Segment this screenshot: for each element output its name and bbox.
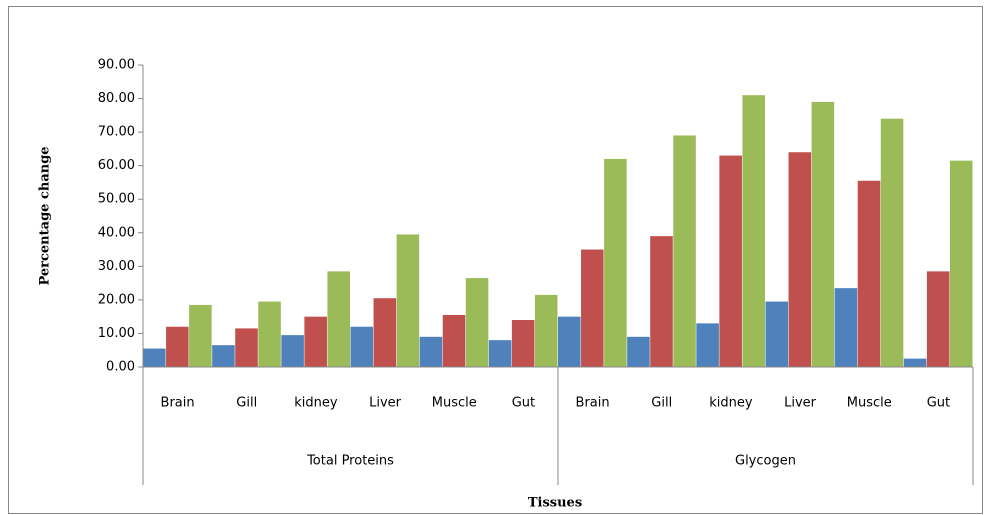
bar	[304, 316, 327, 367]
x-tick-label: Liver	[369, 396, 402, 411]
bar	[788, 152, 812, 367]
bar	[465, 278, 489, 367]
x-tick-label: Gill	[236, 396, 257, 411]
bar	[396, 234, 420, 367]
y-tick-label: 20.00	[98, 292, 135, 307]
x-tick-label: kidney	[294, 396, 338, 411]
x-tick-label: Liver	[784, 396, 817, 411]
bar	[742, 95, 765, 367]
bar	[143, 348, 166, 367]
y-tick-label: 0.00	[106, 360, 135, 375]
bar	[534, 294, 558, 367]
bar	[857, 180, 881, 367]
bar	[903, 358, 927, 367]
bar	[373, 298, 397, 367]
bar	[511, 320, 535, 367]
group-label: Total Proteins	[306, 454, 394, 469]
y-tick-label: 70.00	[98, 125, 135, 140]
y-tick-label: 40.00	[98, 225, 135, 240]
bar	[166, 326, 189, 367]
x-tick-label: Brain	[161, 396, 195, 411]
chart-border	[8, 6, 983, 514]
x-tick-label: kidney	[709, 396, 753, 411]
y-tick-label: 90.00	[98, 58, 135, 73]
bar	[604, 158, 627, 367]
bar	[212, 345, 235, 367]
x-tick-label: Brain	[576, 396, 610, 411]
bar	[949, 160, 973, 367]
x-tick-label: Gut	[927, 396, 950, 411]
bar	[327, 271, 350, 367]
bar	[189, 304, 212, 367]
bar	[926, 271, 950, 367]
y-tick-label: 60.00	[98, 158, 135, 173]
bar	[627, 336, 650, 367]
y-tick-label: 30.00	[98, 259, 135, 274]
bar	[558, 316, 581, 367]
x-tick-label: Muscle	[847, 396, 892, 411]
bar	[258, 301, 281, 367]
group-label: Glycogen	[735, 454, 796, 469]
bar	[419, 336, 443, 367]
bar	[834, 288, 858, 367]
y-tick-label: 50.00	[98, 192, 135, 207]
bar	[696, 323, 719, 367]
y-axis-title: Percentage change	[38, 146, 53, 285]
bar	[281, 335, 304, 367]
y-tick-label: 10.00	[98, 326, 135, 341]
bar	[719, 155, 742, 367]
bar	[650, 236, 673, 367]
x-tick-label: Muscle	[432, 396, 477, 411]
bar	[488, 340, 512, 367]
bar	[673, 135, 696, 367]
bar	[442, 314, 466, 367]
x-tick-label: Gill	[651, 396, 672, 411]
bar	[765, 301, 789, 367]
bar	[880, 118, 904, 367]
bar	[350, 326, 374, 367]
y-tick-label: 80.00	[98, 91, 135, 106]
x-tick-label: Gut	[512, 396, 535, 411]
bar	[581, 249, 604, 367]
x-axis-title: Tissues	[528, 496, 582, 511]
bar	[235, 328, 258, 367]
bar	[811, 101, 835, 368]
